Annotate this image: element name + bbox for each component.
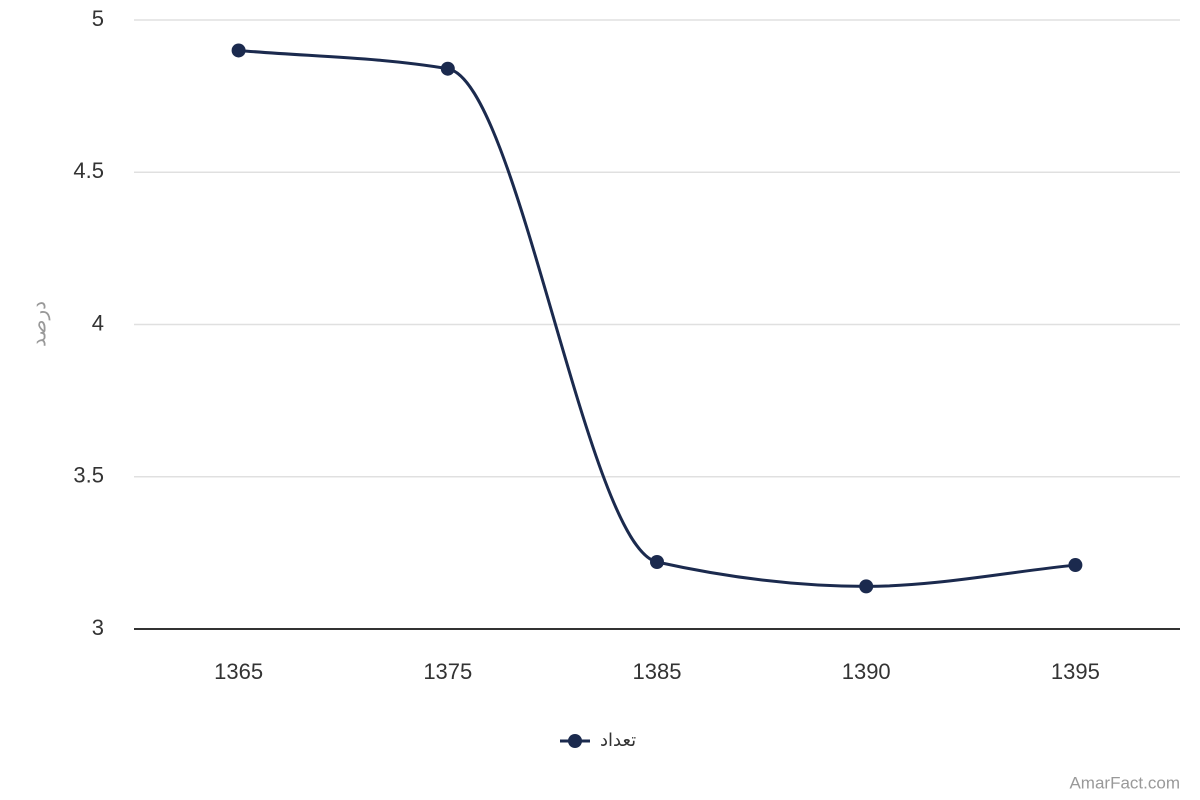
y-tick-label: 5 (92, 6, 104, 31)
credit: AmarFact.com (1069, 773, 1180, 792)
point (859, 579, 874, 594)
y-tick-label: 4 (92, 310, 104, 335)
point (1068, 558, 1083, 573)
point (440, 61, 455, 76)
x-tick-label: 1385 (633, 659, 682, 684)
x-tick-label: 1390 (842, 659, 891, 684)
point (650, 555, 664, 570)
x-tick-label: 1395 (1051, 659, 1100, 684)
legend-marker (568, 734, 582, 748)
x-tick-label: 1365 (214, 659, 263, 684)
y-axis-label: درصد (27, 301, 51, 347)
y-tick-label: 3 (92, 615, 104, 640)
y-tick-label: 3.5 (73, 463, 104, 488)
y-tick-label: 4.5 (73, 158, 104, 183)
x-tick-label: 1375 (423, 659, 472, 684)
point (231, 43, 246, 58)
legend-label: تعداد (600, 730, 636, 751)
line (238, 48, 1076, 588)
